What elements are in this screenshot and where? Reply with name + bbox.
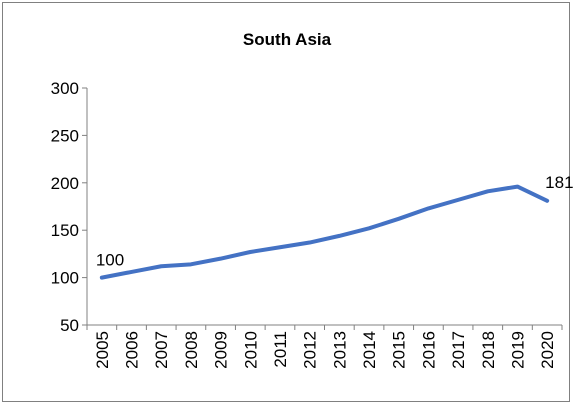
series-line [102, 187, 547, 278]
x-tick-label: 2007 [152, 331, 171, 369]
data-label: 100 [96, 251, 124, 270]
x-tick-label: 2014 [360, 331, 379, 369]
y-tick-label: 50 [60, 316, 79, 335]
y-tick-label: 100 [51, 269, 79, 288]
x-tick-label: 2012 [301, 331, 320, 369]
x-tick-label: 2020 [538, 331, 557, 369]
data-label: 181 [545, 173, 573, 192]
x-tick-label: 2019 [508, 331, 527, 369]
x-tick-label: 2015 [390, 331, 409, 369]
x-tick-label: 2010 [241, 331, 260, 369]
y-tick-label: 300 [51, 79, 79, 98]
x-tick-label: 2018 [479, 331, 498, 369]
y-tick-label: 200 [51, 174, 79, 193]
x-tick-label: 2005 [93, 331, 112, 369]
x-tick-label: 2008 [182, 331, 201, 369]
y-tick-label: 250 [51, 126, 79, 145]
x-tick-label: 2016 [419, 331, 438, 369]
x-tick-label: 2017 [449, 331, 468, 369]
x-tick-label: 2011 [271, 331, 290, 368]
line-chart: 50 100 150 200 250 300 2005 2006 2007 2008 2009 20… [0, 0, 574, 387]
y-tick-label: 150 [51, 221, 79, 240]
x-tick-label: 2009 [212, 331, 231, 369]
x-tick-label: 2006 [123, 331, 142, 369]
x-tick-label: 2013 [330, 331, 349, 369]
